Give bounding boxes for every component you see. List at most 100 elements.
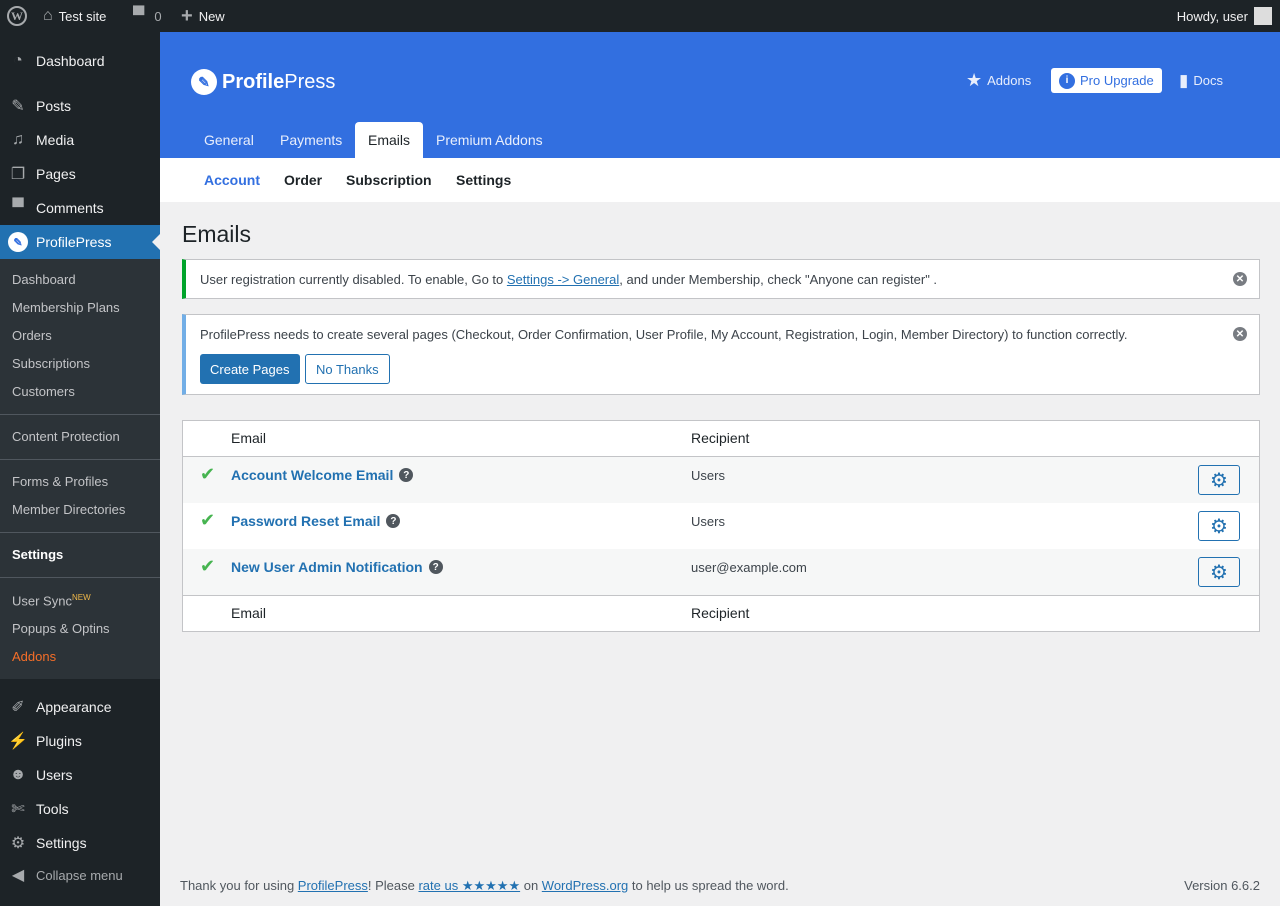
footer-text: Thank you for using — [180, 878, 298, 893]
tab-general[interactable]: General — [204, 132, 254, 148]
tab-premium-addons[interactable]: Premium Addons — [436, 132, 543, 148]
page-title: Emails — [182, 221, 252, 247]
table-row: ✔ New User Admin Notification? user@exam… — [183, 549, 1259, 595]
menu-media[interactable]: ♫ Media — [0, 123, 160, 157]
new-content-link[interactable]: + New — [181, 0, 225, 32]
submenu-customers[interactable]: Customers — [12, 384, 75, 399]
check-icon: ✔ — [200, 464, 216, 484]
notice-text-post: , and under Membership, check "Anyone ca… — [619, 272, 938, 287]
profilepress-icon: ✎ — [0, 232, 36, 252]
column-footer-email: Email — [231, 605, 267, 621]
footer-text: on — [520, 878, 542, 893]
menu-label: Users — [36, 767, 73, 783]
comment-count: 0 — [154, 8, 162, 24]
menu-label: Media — [36, 132, 75, 148]
email-name-link[interactable]: Account Welcome Email? — [231, 467, 414, 483]
help-icon[interactable]: ? — [399, 468, 414, 482]
profilepress-header: ✎ ProfilePress ★ Addons i Pro Upgrade ▮ Doc… — [160, 32, 1280, 158]
tab-emails[interactable]: Emails — [355, 122, 424, 158]
submenu-forms-profiles[interactable]: Forms & Profiles — [12, 474, 109, 489]
menu-label: Appearance — [36, 699, 112, 715]
settings-general-link[interactable]: Settings -> General — [506, 272, 620, 287]
addons-label: Addons — [987, 73, 1032, 88]
logo-light: Press — [284, 70, 336, 93]
wrench-icon: ✄ — [11, 801, 25, 818]
submenu-content-protection[interactable]: Content Protection — [12, 429, 120, 444]
subtab-order[interactable]: Order — [284, 172, 323, 188]
column-header-recipient: Recipient — [691, 430, 750, 446]
email-name-link[interactable]: Password Reset Email? — [231, 513, 401, 529]
menu-profilepress[interactable]: ✎ ProfilePress — [0, 225, 160, 259]
submenu-membership-plans[interactable]: Membership Plans — [12, 300, 120, 315]
info-icon: i — [1059, 72, 1075, 89]
dismiss-icon[interactable]: ✕ — [1233, 272, 1247, 286]
help-icon[interactable]: ? — [386, 514, 401, 528]
help-icon[interactable]: ? — [428, 560, 443, 574]
tab-payments[interactable]: Payments — [280, 132, 343, 148]
notice-text: ProfilePress needs to create several pag… — [200, 327, 1128, 342]
recipient: Users — [691, 514, 725, 529]
pro-upgrade-button[interactable]: i Pro Upgrade — [1051, 68, 1162, 93]
submenu-addons[interactable]: Addons — [12, 649, 57, 664]
wordpress-logo-icon[interactable]: W — [7, 0, 27, 32]
account-menu[interactable]: Howdy, user — [1177, 0, 1272, 32]
site-link[interactable]: ⌂ Test site — [43, 0, 106, 32]
menu-settings[interactable]: ⚙ Settings — [0, 826, 160, 860]
menu-pages[interactable]: ❐ Pages — [0, 157, 160, 191]
dismiss-icon[interactable]: ✕ — [1233, 327, 1247, 341]
divider — [183, 456, 1259, 457]
subtab-subscription[interactable]: Subscription — [346, 172, 432, 188]
divider — [0, 532, 160, 533]
footer-text: to help us spread the word. — [628, 878, 789, 893]
submenu-member-directories[interactable]: Member Directories — [12, 502, 126, 517]
submenu-settings[interactable]: Settings — [12, 547, 64, 562]
create-pages-notice: ProfilePress needs to create several pag… — [182, 314, 1260, 395]
submenu-orders[interactable]: Orders — [12, 328, 52, 343]
comments-link[interactable]: ▀ 0 — [133, 0, 162, 32]
menu-appearance[interactable]: ✐ Appearance — [0, 690, 160, 724]
no-thanks-button[interactable]: No Thanks — [305, 354, 390, 384]
check-icon: ✔ — [200, 510, 216, 530]
menu-posts[interactable]: ✎ Posts — [0, 89, 160, 123]
submenu-popups-optins[interactable]: Popups & Optins — [12, 621, 110, 636]
gear-icon[interactable]: ⚙ — [1198, 511, 1240, 541]
wordpress-org-link[interactable]: WordPress.org — [541, 878, 629, 893]
menu-label: ProfilePress — [36, 234, 112, 250]
comment-icon: ▀ — [133, 7, 145, 24]
menu-users[interactable]: ☻ Users — [0, 758, 160, 792]
gear-icon[interactable]: ⚙ — [1198, 465, 1240, 495]
profilepress-logo: ✎ ProfilePress — [191, 69, 335, 95]
menu-comments[interactable]: ▀ Comments — [0, 191, 160, 225]
collapse-menu-button[interactable]: ◀ Collapse menu — [0, 858, 160, 892]
create-pages-button[interactable]: Create Pages — [200, 354, 300, 384]
subtab-account[interactable]: Account — [204, 172, 260, 188]
new-badge: NEW — [71, 593, 91, 602]
submenu-dashboard[interactable]: Dashboard — [12, 272, 76, 287]
profilepress-submenu: Dashboard Membership Plans Orders Subscr… — [0, 259, 160, 679]
docs-link[interactable]: ▮ Docs — [1179, 68, 1223, 93]
divider — [0, 577, 160, 578]
version-text: Version 6.6.2 — [1184, 878, 1260, 893]
profilepress-link[interactable]: ProfilePress — [297, 878, 368, 893]
email-name: New User Admin Notification — [231, 559, 423, 575]
menu-label: Collapse menu — [36, 867, 123, 883]
gear-icon[interactable]: ⚙ — [1198, 557, 1240, 587]
profilepress-logo-icon: ✎ — [191, 69, 217, 95]
subtab-settings[interactable]: Settings — [456, 172, 512, 188]
submenu-subscriptions[interactable]: Subscriptions — [12, 356, 91, 371]
menu-label: Tools — [36, 801, 69, 817]
email-name: Password Reset Email — [231, 513, 381, 529]
submenu-user-sync[interactable]: User SyncNEW — [12, 593, 91, 608]
divider — [183, 595, 1259, 596]
menu-tools[interactable]: ✄ Tools — [0, 792, 160, 826]
menu-plugins[interactable]: ⚡ Plugins — [0, 724, 160, 758]
addons-link[interactable]: ★ Addons — [966, 68, 1031, 93]
admin-sidebar: ◔ Dashboard ✎ Posts ♫ Media ❐ Pages ▀ Comment… — [0, 32, 160, 906]
pro-label: Pro Upgrade — [1080, 73, 1154, 88]
docs-label: Docs — [1193, 73, 1223, 88]
rate-us-link[interactable]: rate us ★★★★★ — [418, 878, 521, 893]
notice-text-pre: User registration currently disabled. To… — [200, 272, 507, 287]
menu-label: Settings — [36, 835, 87, 851]
email-name-link[interactable]: New User Admin Notification? — [231, 559, 443, 575]
menu-dashboard[interactable]: ◔ Dashboard — [0, 44, 160, 78]
